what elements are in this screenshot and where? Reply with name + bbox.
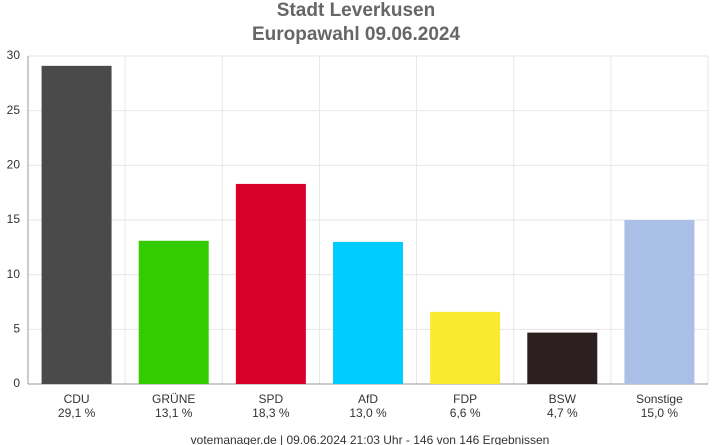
value-label: 13,1 % xyxy=(155,406,193,420)
y-tick-label: 5 xyxy=(13,322,20,336)
x-tick-label: GRÜNE xyxy=(152,392,195,406)
x-tick-label: Sonstige xyxy=(636,392,683,406)
y-tick-label: 0 xyxy=(13,376,20,390)
y-tick-label: 20 xyxy=(7,158,21,172)
value-label: 29,1 % xyxy=(58,406,96,420)
chart-subtitle: Europawahl 09.06.2024 xyxy=(252,24,460,45)
bar xyxy=(527,332,598,384)
bar xyxy=(138,240,209,384)
bar xyxy=(430,311,501,384)
x-tick-label: CDU xyxy=(64,392,90,406)
value-label: 15,0 % xyxy=(641,406,679,420)
value-label: 13,0 % xyxy=(349,406,387,420)
source-note: votemanager.de | 09.06.2024 21:03 Uhr - … xyxy=(191,433,550,445)
value-label: 6,6 % xyxy=(450,406,481,420)
y-tick-label: 30 xyxy=(7,48,21,62)
value-label: 4,7 % xyxy=(547,406,578,420)
bar xyxy=(41,65,112,384)
bar xyxy=(333,241,403,384)
bar xyxy=(624,220,695,384)
value-label: 18,3 % xyxy=(252,406,290,420)
bar xyxy=(235,183,306,384)
x-tick-label: BSW xyxy=(549,392,577,406)
chart-title: Stadt Leverkusen xyxy=(277,0,435,21)
y-tick-label: 10 xyxy=(7,267,21,281)
x-tick-label: FDP xyxy=(453,392,477,406)
y-tick-label: 15 xyxy=(7,212,21,226)
x-tick-label: AfD xyxy=(358,392,378,406)
x-tick-label: SPD xyxy=(259,392,284,406)
y-tick-label: 25 xyxy=(7,103,21,117)
